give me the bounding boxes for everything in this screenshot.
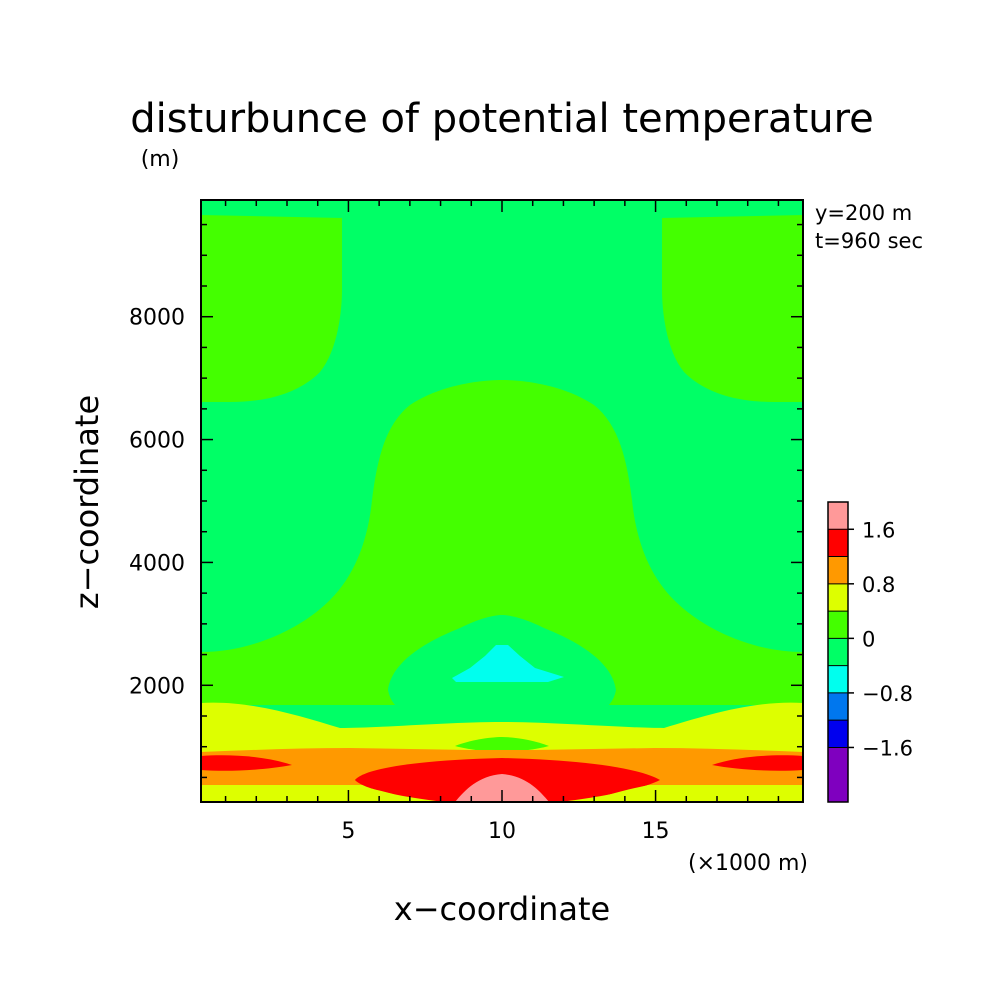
x-unit-label: (×1000 m) xyxy=(688,851,808,876)
x-tick-label: 5 xyxy=(341,819,355,844)
contour-upper-right-region xyxy=(662,200,803,402)
colorbar-swatch xyxy=(828,747,848,802)
y-tick-label: 2000 xyxy=(129,674,185,699)
contour-upper-left-region xyxy=(201,200,342,402)
contour-left-red-tongue xyxy=(201,755,292,771)
x-axis-label: x−coordinate xyxy=(394,890,610,928)
colorbar-swatch xyxy=(828,720,848,748)
contour-central-plume xyxy=(201,380,803,705)
y-axis: 2000 4000 6000 8000 xyxy=(129,223,803,779)
colorbar-swatch xyxy=(828,583,848,612)
colorbar-swatch xyxy=(828,502,848,530)
contour-right-red-tongue xyxy=(712,755,803,771)
y-axis-label: z−coordinate xyxy=(68,395,106,609)
chart-title: disturbunce of potential temperature xyxy=(130,96,874,142)
contour-cold-anomaly xyxy=(452,645,564,682)
colorbar-swatch xyxy=(828,529,848,557)
colorbar-tick-label: −0.8 xyxy=(862,682,913,706)
colorbar-swatch xyxy=(828,638,848,666)
colorbar-swatch xyxy=(828,665,848,693)
colorbar-tick-label: 0 xyxy=(862,627,875,651)
contour-small-green-lens xyxy=(455,737,549,752)
colorbar: −1.6 −0.8 0 0.8 1.6 xyxy=(827,501,913,803)
y-tick-label: 4000 xyxy=(129,551,185,576)
annotation-y-position: y=200 m xyxy=(815,201,912,225)
colorbar-swatch xyxy=(828,556,848,584)
colorbar-swatch xyxy=(828,692,848,721)
plot-area xyxy=(201,200,803,802)
y-tick-label: 6000 xyxy=(129,429,185,454)
colorbar-tick-label: 1.6 xyxy=(862,518,895,542)
x-tick-label: 15 xyxy=(642,819,670,844)
colorbar-frame xyxy=(827,501,849,803)
x-tick-label: 10 xyxy=(488,819,516,844)
annotation-time: t=960 sec xyxy=(815,229,923,253)
x-axis: 5 10 15 xyxy=(224,200,780,844)
y-unit-label: (m) xyxy=(141,147,180,172)
colorbar-tick-label: 0.8 xyxy=(862,573,895,597)
colorbar-swatch xyxy=(828,611,848,639)
colorbar-tick-label: −1.6 xyxy=(862,736,913,760)
contour-warm-core-maximum xyxy=(455,774,549,802)
y-tick-label: 8000 xyxy=(129,306,185,331)
